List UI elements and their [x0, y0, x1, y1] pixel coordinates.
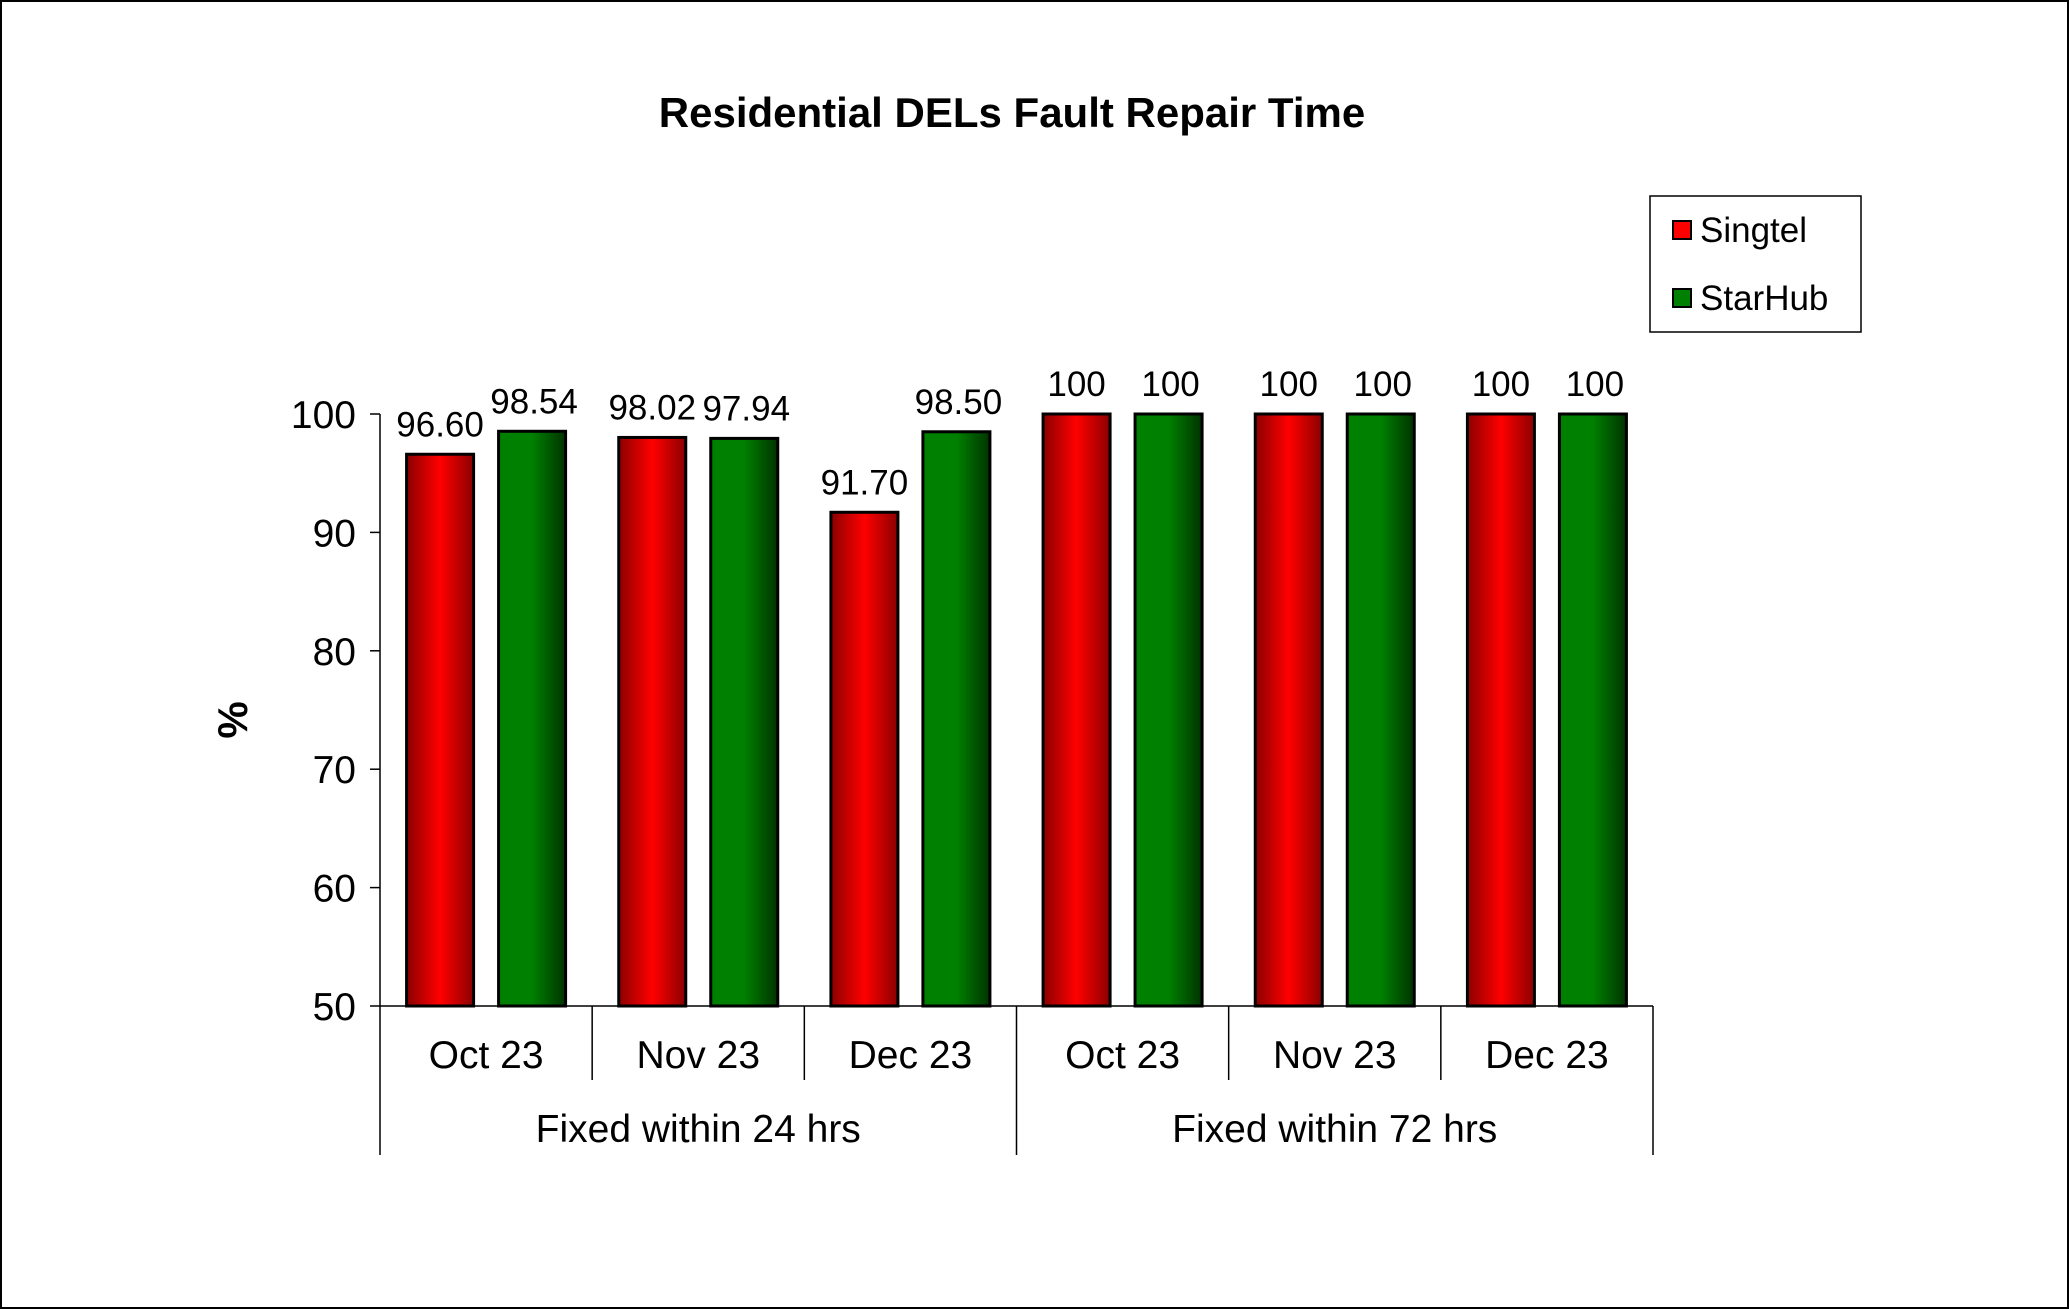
legend-label-starhub: StarHub	[1700, 279, 1828, 318]
y-tick-label: 90	[313, 512, 356, 555]
data-label-singtel: 100	[1472, 365, 1530, 404]
legend-label-singtel: Singtel	[1700, 211, 1807, 250]
y-tick-label: 60	[313, 868, 356, 911]
bar-starhub	[1133, 412, 1204, 1008]
bar-starhub	[1345, 412, 1416, 1008]
data-label-starhub: 97.94	[702, 389, 790, 428]
chart-title: Residential DELs Fault Repair Time	[659, 89, 1365, 136]
x-category-label: Dec 23	[849, 1034, 973, 1077]
data-label-singtel: 100	[1047, 365, 1105, 404]
data-label-starhub: 98.50	[915, 383, 1003, 422]
y-tick-label: 100	[291, 394, 356, 437]
x-category-label: Dec 23	[1485, 1034, 1609, 1077]
legend-swatch-singtel	[1672, 220, 1692, 240]
data-label-singtel: 98.02	[608, 388, 696, 427]
bar-singtel	[829, 510, 900, 1008]
legend-swatch-starhub	[1672, 288, 1692, 308]
bar-starhub	[921, 430, 992, 1008]
data-label-starhub: 100	[1141, 365, 1199, 404]
bar-starhub	[1557, 412, 1628, 1008]
data-label-singtel: 91.70	[821, 463, 909, 502]
bar-singtel	[405, 452, 476, 1008]
bars	[405, 412, 1628, 1008]
y-tick-label: 50	[313, 986, 356, 1029]
x-category-label: Nov 23	[1273, 1034, 1397, 1077]
bar-starhub	[709, 436, 780, 1008]
data-label-starhub: 100	[1566, 365, 1624, 404]
bar-singtel	[1253, 412, 1324, 1008]
y-tick-label: 80	[313, 631, 356, 674]
y-tick-label: 70	[313, 749, 356, 792]
x-category-label: Nov 23	[636, 1034, 760, 1077]
legend: Singtel StarHub	[1649, 195, 1862, 333]
x-group-label: Fixed within 72 hrs	[1172, 1108, 1497, 1151]
data-label-starhub: 100	[1354, 365, 1412, 404]
x-group-label: Fixed within 24 hrs	[536, 1108, 861, 1151]
data-label-singtel: 100	[1260, 365, 1318, 404]
data-label-singtel: 96.60	[396, 405, 484, 444]
bar-singtel	[1465, 412, 1536, 1008]
bar-singtel	[617, 435, 688, 1008]
y-axis-label: %	[209, 701, 256, 738]
legend-box	[1649, 195, 1862, 333]
bar-starhub	[497, 429, 568, 1008]
x-category-label: Oct 23	[429, 1034, 544, 1077]
x-category-label: Oct 23	[1065, 1034, 1180, 1077]
labels: Oct 23 Nov 23 Dec 23 Oct 23 Nov 23 Dec 23 Fixe…	[396, 365, 1624, 1151]
bar-singtel	[1041, 412, 1112, 1008]
data-label-starhub: 98.54	[490, 382, 578, 421]
axes: 50 60 70 80 90 100	[291, 394, 1654, 1155]
